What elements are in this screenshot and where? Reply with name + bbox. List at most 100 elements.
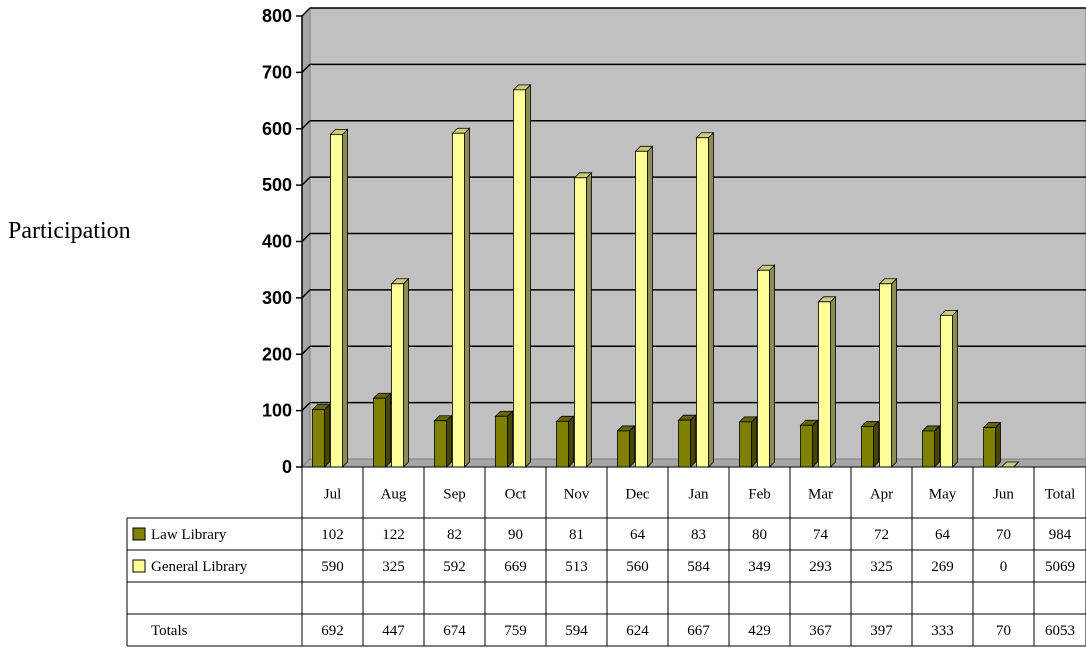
table-data-label: 64: [630, 527, 646, 543]
bar-general-library: [940, 314, 953, 468]
table-data-label: 122: [382, 527, 405, 543]
bar-general-library: [879, 283, 892, 468]
bar-general-library-side: [891, 277, 897, 468]
table-data-label: 592: [443, 559, 466, 575]
table-total-label: 667: [687, 623, 710, 639]
table-data-label: 325: [382, 559, 405, 575]
y-tick-label: 400: [262, 232, 292, 252]
legend-label-general-library: General Library: [151, 559, 248, 575]
y-tick-label: 200: [262, 344, 292, 364]
bar-general-library-side: [525, 83, 531, 468]
y-tick-label: 0: [282, 457, 292, 477]
bar-law-library: [983, 427, 996, 468]
table-data-label: 669: [504, 559, 527, 575]
gridline-diagonal: [301, 63, 311, 73]
table-data-label: 325: [870, 559, 893, 575]
bar-law-library-side: [507, 410, 513, 468]
bar-law-library: [495, 415, 508, 468]
table-total-label: 367: [809, 623, 832, 639]
bar-general-library: [757, 269, 770, 468]
bar-general-library-side: [647, 145, 653, 468]
table-total-label: 6053: [1045, 623, 1075, 639]
bar-law-library: [922, 430, 935, 468]
table-data-label: 81: [569, 527, 584, 543]
bar-general-library-side: [952, 309, 958, 468]
bar-general-library: [635, 150, 648, 468]
bar-general-library: [330, 133, 343, 468]
bar-general-library: [391, 283, 404, 468]
bar-law-library-side: [995, 421, 1001, 468]
bar-general-library: [574, 177, 587, 468]
table-total-label: 759: [504, 623, 527, 639]
x-tick-label: Jan: [689, 487, 709, 503]
table-data-label: 590: [321, 559, 344, 575]
y-tick-label: 500: [262, 175, 292, 195]
y-tick-label: 700: [262, 62, 292, 82]
bar-law-library-side: [873, 420, 879, 468]
bar-general-library-side: [830, 295, 836, 468]
x-tick-label: Feb: [748, 487, 771, 503]
gridline-diagonal: [301, 120, 311, 130]
table-total-label: 70: [996, 623, 1011, 639]
bar-law-library-side: [690, 414, 696, 468]
gridline-diagonal: [301, 7, 311, 17]
table-total-label: 674: [443, 623, 466, 639]
legend-swatch-general-library: [132, 559, 146, 573]
table-data-label: 72: [874, 527, 889, 543]
bar-law-library-side: [934, 424, 940, 468]
bar-general-library-side: [769, 264, 775, 468]
table-total-label: 397: [870, 623, 893, 639]
table-data-label: 269: [931, 559, 954, 575]
table-data-label: 513: [565, 559, 588, 575]
bar-law-library-side: [446, 414, 452, 468]
y-tick-label: 800: [262, 6, 292, 26]
bar-law-library-side: [568, 415, 574, 468]
bar-general-library-side: [586, 171, 592, 468]
table-total-label: 429: [748, 623, 771, 639]
table-data-label: 80: [752, 527, 767, 543]
y-tick-label: 300: [262, 288, 292, 308]
bar-law-library-side: [324, 403, 330, 468]
gridline-diagonal: [301, 232, 311, 243]
x-tick-label: Mar: [808, 487, 833, 503]
table-data-label: 83: [691, 527, 706, 543]
table-data-label: 82: [447, 527, 462, 543]
x-tick-label: Aug: [381, 487, 407, 503]
y-axis-label: Participation: [8, 218, 131, 244]
x-tick-label: Jul: [324, 487, 342, 503]
legend-label-law-library: Law Library: [151, 527, 227, 543]
gridline-diagonal: [301, 402, 311, 412]
table-total-label: 333: [931, 623, 954, 639]
bar-general-library: [696, 137, 709, 468]
x-tick-label: Oct: [505, 487, 527, 503]
table-total-label: 624: [626, 623, 649, 639]
table-data-label: 584: [687, 559, 710, 575]
table-total-label: 447: [382, 623, 405, 639]
table-data-label: 5069: [1045, 559, 1075, 575]
table-data-label: 64: [935, 527, 951, 543]
legend-swatch-law-library: [132, 527, 146, 541]
table-total-label: 692: [321, 623, 344, 639]
table-data-label: 90: [508, 527, 523, 543]
table-data-label: 984: [1049, 527, 1072, 543]
bar-general-library-side: [464, 127, 470, 468]
bar-law-library: [556, 420, 569, 468]
bar-general-library-side: [403, 277, 409, 468]
x-tick-label: Nov: [564, 487, 590, 503]
bar-law-library: [800, 424, 813, 468]
x-tick-label: Dec: [625, 487, 649, 503]
bar-law-library: [739, 421, 752, 468]
bar-general-library: [513, 89, 526, 468]
gridline-diagonal: [301, 289, 311, 299]
table-data-label: 349: [748, 559, 771, 575]
table-data-label: 0: [1000, 559, 1008, 575]
bar-law-library-side: [385, 392, 391, 468]
table-total-header: Total: [1045, 487, 1076, 503]
table-data-label: 102: [321, 527, 344, 543]
bar-law-library: [373, 397, 386, 468]
bar-general-library: [818, 301, 831, 468]
table-data-label: 70: [996, 527, 1011, 543]
bar-general-library-side: [708, 131, 714, 468]
table-total-label: 594: [565, 623, 588, 639]
